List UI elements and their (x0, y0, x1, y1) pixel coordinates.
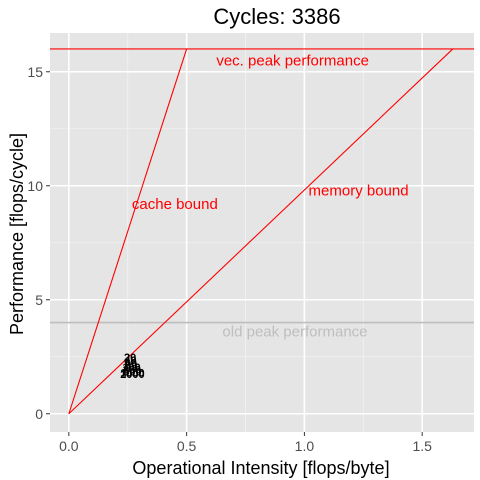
x-axis-title: Operational Intensity [flops/byte] (132, 458, 389, 478)
x-axis: 0.0 0.5 1.0 1.5 (59, 432, 432, 454)
grid-major (50, 33, 474, 432)
x-tick-label: 1.0 (295, 438, 315, 454)
annotation-old-peak-performance: old peak performance (222, 324, 367, 341)
x-tick-label: 0.5 (177, 438, 197, 454)
y-axis: 0 5 10 15 (27, 64, 50, 422)
x-tick-label: 1.5 (412, 438, 432, 454)
line-cache-bound (68, 48, 188, 414)
plot-panel (50, 33, 474, 432)
x-tick-label: 0.0 (59, 438, 79, 454)
point-label: 40 (124, 355, 136, 367)
y-tick-label: 5 (35, 292, 43, 308)
roofline-lines (50, 48, 474, 415)
point-label: 200 (123, 364, 141, 376)
annotations: vec. peak performance cache bound memory b… (132, 52, 409, 340)
line-memory-bound (68, 48, 454, 415)
point-label: 1000 (120, 368, 144, 380)
point-label: 2000 (120, 369, 144, 381)
y-tick-label: 15 (27, 64, 43, 80)
grid-minor (50, 33, 474, 432)
point-label: 80 (125, 360, 137, 372)
point-label: 60 (125, 357, 137, 369)
chart-title: Cycles: 3386 (213, 4, 340, 29)
point-label: 500 (123, 367, 141, 379)
point-label: 100 (122, 362, 140, 374)
annotation-memory-bound: memory bound (309, 182, 409, 199)
annotation-cache-bound: cache bound (132, 196, 218, 213)
y-tick-label: 10 (27, 178, 43, 194)
annotation-vec-peak-performance: vec. peak performance (216, 52, 369, 69)
point-label: 20 (124, 352, 136, 364)
y-axis-title: Performance [flops/cycle] (7, 133, 27, 335)
y-tick-label: 0 (35, 406, 43, 422)
